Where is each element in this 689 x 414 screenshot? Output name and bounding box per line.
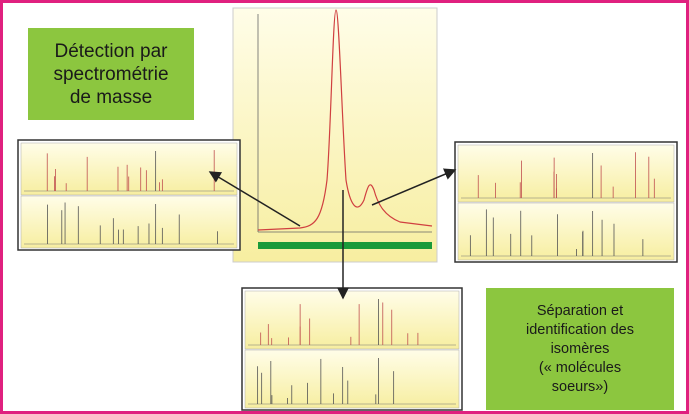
- label-line: de masse: [70, 86, 152, 109]
- label-line: isomères: [551, 340, 610, 359]
- spectrum: [245, 291, 459, 349]
- label-line: Séparation et: [537, 302, 623, 321]
- label-line: soeurs»): [552, 378, 608, 397]
- time-bar: [258, 242, 432, 249]
- spectrum: [245, 350, 459, 408]
- spectrum: [21, 196, 237, 248]
- label-line: spectrométrie: [53, 63, 168, 86]
- spectrum: [458, 145, 674, 202]
- label-line: identification des: [526, 321, 634, 340]
- label-line: Détection par: [54, 40, 167, 63]
- slide: Détection parspectrométriede masse Sépar…: [0, 0, 689, 414]
- label-line: (« molécules: [539, 359, 621, 378]
- spectrum: [458, 203, 674, 260]
- chromatogram: [233, 8, 437, 262]
- chromatogram-panel: [233, 8, 437, 262]
